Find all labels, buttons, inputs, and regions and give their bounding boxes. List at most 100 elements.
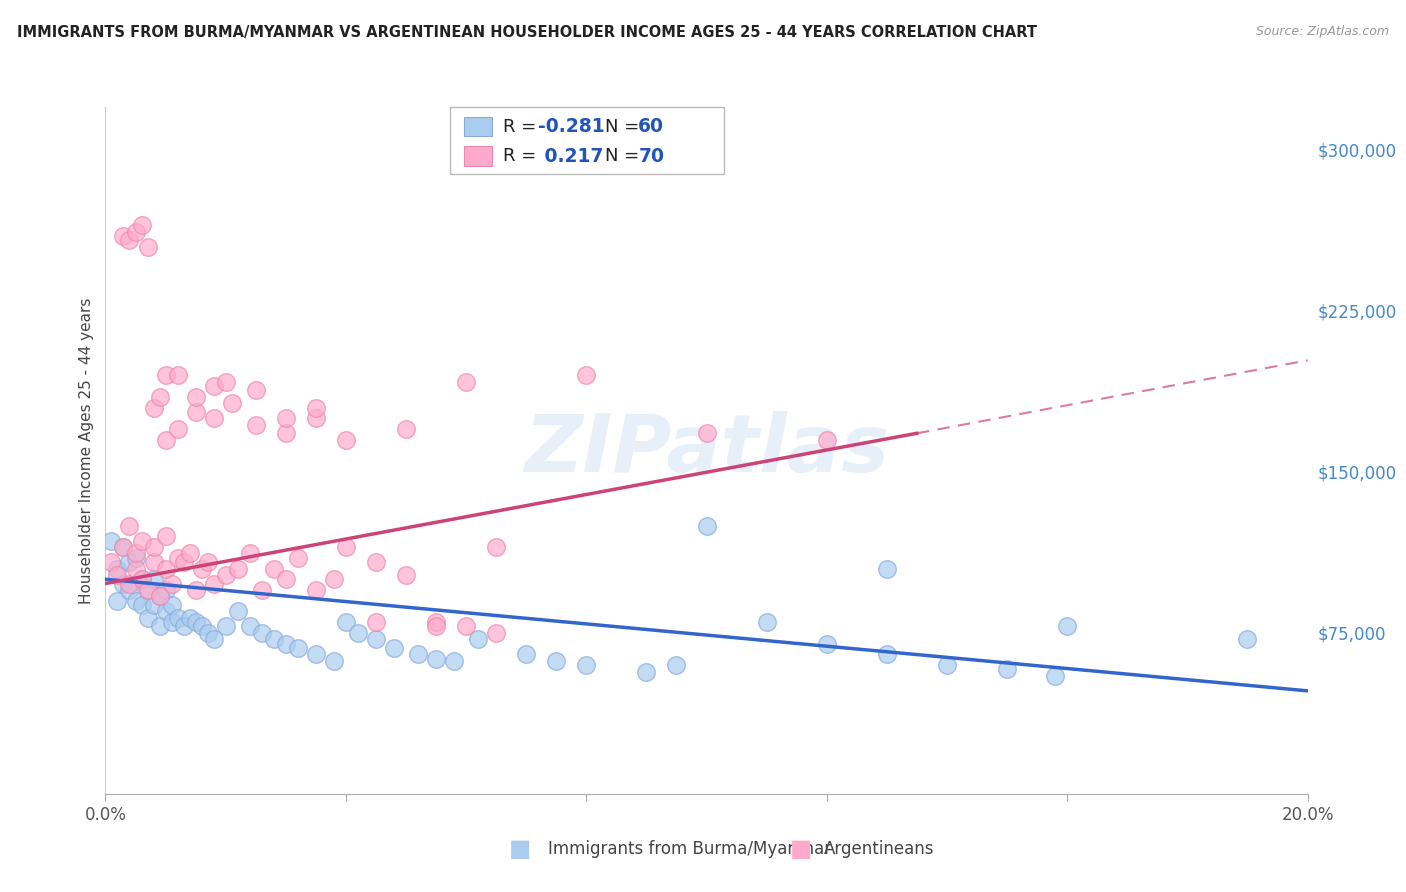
- Point: [239, 619, 262, 633]
- Point: [382, 640, 405, 655]
- Point: [124, 593, 146, 607]
- Point: [124, 225, 146, 239]
- Point: [148, 619, 170, 633]
- Point: [107, 568, 129, 582]
- Point: [136, 582, 159, 597]
- Point: [936, 658, 959, 673]
- Point: [142, 572, 165, 586]
- Text: ZIPatlas: ZIPatlas: [524, 411, 889, 490]
- Point: [202, 379, 225, 393]
- Point: [245, 417, 267, 432]
- Point: [467, 632, 489, 647]
- Point: [1043, 669, 1066, 683]
- Point: [136, 582, 159, 597]
- Point: [274, 426, 297, 441]
- Point: [155, 529, 177, 543]
- Point: [274, 411, 297, 425]
- Point: [155, 368, 177, 383]
- Point: [322, 572, 344, 586]
- Point: [347, 626, 370, 640]
- Point: [173, 555, 195, 569]
- Point: [100, 533, 122, 548]
- Text: IMMIGRANTS FROM BURMA/MYANMAR VS ARGENTINEAN HOUSEHOLDER INCOME AGES 25 - 44 YEA: IMMIGRANTS FROM BURMA/MYANMAR VS ARGENTI…: [17, 25, 1036, 40]
- Point: [190, 561, 212, 575]
- Point: [118, 233, 141, 247]
- Point: [118, 576, 141, 591]
- Text: ■: ■: [509, 838, 531, 861]
- Point: [250, 582, 273, 597]
- Point: [197, 555, 219, 569]
- Point: [142, 401, 165, 415]
- Point: [112, 540, 135, 554]
- Point: [131, 533, 153, 548]
- Point: [131, 572, 153, 586]
- Text: Source: ZipAtlas.com: Source: ZipAtlas.com: [1256, 25, 1389, 38]
- Point: [335, 540, 357, 554]
- Y-axis label: Householder Income Ages 25 - 44 years: Householder Income Ages 25 - 44 years: [79, 297, 94, 604]
- Point: [136, 611, 159, 625]
- Point: [166, 550, 188, 565]
- Point: [250, 626, 273, 640]
- Text: 0.217: 0.217: [538, 146, 603, 166]
- Point: [100, 555, 122, 569]
- Point: [245, 384, 267, 398]
- Point: [124, 550, 146, 565]
- Point: [454, 375, 477, 389]
- Point: [148, 390, 170, 404]
- Point: [305, 401, 328, 415]
- Point: [155, 604, 177, 618]
- Point: [166, 611, 188, 625]
- Point: [274, 637, 297, 651]
- Point: [190, 619, 212, 633]
- Point: [197, 626, 219, 640]
- Point: [665, 658, 688, 673]
- Point: [179, 611, 201, 625]
- Point: [815, 433, 838, 447]
- Text: N =: N =: [605, 118, 644, 136]
- Point: [425, 651, 447, 665]
- Text: Argentineans: Argentineans: [824, 840, 935, 858]
- Point: [160, 615, 183, 630]
- Point: [202, 632, 225, 647]
- Point: [166, 422, 188, 436]
- Point: [142, 555, 165, 569]
- Point: [107, 561, 129, 575]
- Point: [263, 632, 285, 647]
- Point: [876, 561, 898, 575]
- Point: [131, 598, 153, 612]
- Point: [815, 637, 838, 651]
- Point: [636, 665, 658, 679]
- Text: N =: N =: [605, 147, 644, 165]
- Point: [155, 561, 177, 575]
- Point: [1056, 619, 1078, 633]
- Point: [142, 598, 165, 612]
- Point: [184, 390, 207, 404]
- Point: [546, 654, 568, 668]
- Text: -0.281: -0.281: [538, 117, 605, 136]
- Text: R =: R =: [503, 118, 543, 136]
- Point: [166, 368, 188, 383]
- Text: ■: ■: [790, 838, 813, 861]
- Point: [214, 375, 236, 389]
- Point: [136, 239, 159, 253]
- Point: [184, 405, 207, 419]
- Point: [1236, 632, 1258, 647]
- Point: [263, 561, 285, 575]
- Point: [575, 658, 598, 673]
- Point: [148, 590, 170, 604]
- Point: [155, 433, 177, 447]
- Point: [118, 555, 141, 569]
- Point: [202, 411, 225, 425]
- Point: [876, 648, 898, 662]
- Point: [395, 422, 418, 436]
- Point: [575, 368, 598, 383]
- Point: [755, 615, 778, 630]
- Point: [124, 561, 146, 575]
- Point: [406, 648, 429, 662]
- Point: [184, 582, 207, 597]
- Point: [696, 518, 718, 533]
- Point: [364, 615, 387, 630]
- Point: [364, 555, 387, 569]
- Point: [226, 561, 249, 575]
- Point: [160, 598, 183, 612]
